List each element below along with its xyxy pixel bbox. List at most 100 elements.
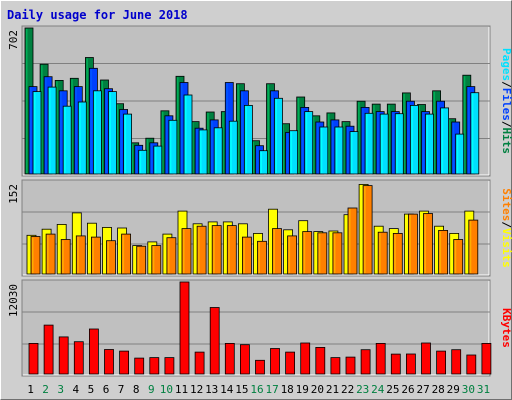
bar-kbytes-day-15 bbox=[239, 344, 250, 375]
bar-highlight bbox=[465, 212, 468, 273]
bar-highlight bbox=[409, 215, 411, 273]
bar-highlight bbox=[131, 143, 134, 173]
bar-highlight bbox=[335, 128, 338, 173]
bar-highlight bbox=[161, 111, 164, 173]
legend-separator: / bbox=[500, 221, 512, 228]
bar-highlight bbox=[243, 238, 245, 273]
legend-sites: Sites bbox=[500, 188, 512, 221]
bar-highlight bbox=[139, 151, 142, 173]
bar-highlight bbox=[26, 29, 28, 173]
bar-highlight bbox=[105, 89, 107, 173]
y-axis-max-label: 702 bbox=[7, 30, 20, 50]
bar-highlight bbox=[213, 226, 215, 273]
bar-pages-day-12 bbox=[198, 129, 208, 175]
x-tick-label-day-3: 3 bbox=[57, 383, 64, 396]
bar-highlight bbox=[452, 350, 455, 373]
bar-highlight bbox=[284, 230, 287, 273]
bar-kbytes-day-27 bbox=[421, 342, 431, 375]
bar-pages-day-14 bbox=[228, 120, 238, 175]
bar-highlight bbox=[124, 115, 127, 173]
bar-sites-day-6 bbox=[106, 240, 116, 275]
bar-highlight bbox=[241, 345, 243, 373]
bar-sites-day-5 bbox=[91, 236, 101, 275]
bar-highlight bbox=[107, 241, 109, 273]
legend-separator: / bbox=[500, 121, 512, 128]
bar-kbytes-day-8 bbox=[134, 357, 145, 375]
x-tick-label-day-24: 24 bbox=[371, 383, 385, 396]
bar-highlight bbox=[109, 92, 111, 173]
bar-sites-day-30 bbox=[468, 219, 479, 275]
bar-highlight bbox=[185, 96, 187, 173]
bar-highlight bbox=[303, 232, 306, 273]
bar-highlight bbox=[271, 349, 273, 373]
bar-highlight bbox=[345, 215, 347, 273]
bar-highlight bbox=[433, 91, 436, 173]
bar-kbytes-day-26 bbox=[405, 353, 416, 375]
bar-highlight bbox=[379, 233, 381, 273]
bar-highlight bbox=[56, 81, 58, 173]
bar-highlight bbox=[396, 114, 398, 173]
bar-highlight bbox=[207, 113, 209, 173]
bar-highlight bbox=[211, 120, 213, 173]
bar-pages-day-20 bbox=[319, 126, 329, 175]
bar-highlight bbox=[316, 123, 319, 173]
bar-highlight bbox=[329, 232, 332, 273]
bar-sites-day-18 bbox=[287, 235, 298, 275]
bar-highlight bbox=[377, 112, 379, 173]
bar-highlight bbox=[254, 234, 256, 273]
x-tick-label-day-12: 12 bbox=[190, 383, 203, 396]
bar-sites-day-3 bbox=[60, 239, 71, 275]
bar-highlight bbox=[120, 110, 123, 173]
bar-highlight bbox=[148, 242, 151, 273]
x-tick-label-day-5: 5 bbox=[88, 383, 95, 396]
bar-sites-day-27 bbox=[423, 213, 433, 275]
bar-pages-day-24 bbox=[379, 113, 389, 175]
bar-highlight bbox=[28, 236, 30, 273]
bar-highlight bbox=[347, 127, 349, 173]
bar-highlight bbox=[347, 358, 349, 373]
panel-kbytes: 12030 bbox=[7, 279, 492, 377]
bar-highlight bbox=[30, 344, 32, 373]
bar-kbytes-day-13 bbox=[209, 307, 220, 375]
bar-highlight bbox=[150, 358, 153, 373]
bar-highlight bbox=[273, 229, 275, 273]
bar-sites-day-4 bbox=[75, 235, 86, 275]
bar-sites-day-2 bbox=[45, 233, 56, 275]
bar-pages-day-1 bbox=[32, 91, 42, 175]
bar-pages-day-29 bbox=[455, 133, 465, 175]
bar-pages-day-17 bbox=[274, 97, 283, 175]
bar-highlight bbox=[318, 233, 321, 273]
bar-sites-day-29 bbox=[453, 239, 464, 275]
bar-highlight bbox=[305, 112, 308, 173]
bar-highlight bbox=[179, 212, 181, 273]
x-tick-label-day-8: 8 bbox=[133, 383, 140, 396]
bar-highlight bbox=[194, 224, 196, 273]
bar-highlight bbox=[86, 58, 88, 173]
bar-highlight bbox=[152, 246, 155, 273]
x-tick-label-day-2: 2 bbox=[42, 383, 49, 396]
bar-highlight bbox=[209, 222, 211, 273]
bar-highlight bbox=[90, 330, 92, 373]
bar-highlight bbox=[271, 91, 273, 173]
bar-pages-day-23 bbox=[364, 112, 374, 175]
bar-highlight bbox=[320, 128, 323, 173]
bar-highlight bbox=[200, 130, 202, 173]
bar-highlight bbox=[316, 348, 319, 373]
bar-pages-day-16 bbox=[259, 150, 268, 175]
bar-highlight bbox=[297, 98, 300, 173]
bar-highlight bbox=[79, 103, 81, 173]
bar-highlight bbox=[420, 212, 422, 273]
bar-pages-day-6 bbox=[108, 91, 117, 175]
bar-highlight bbox=[101, 81, 103, 173]
bar-kbytes-day-14 bbox=[224, 342, 235, 375]
bar-pages-day-21 bbox=[334, 126, 344, 175]
bar-highlight bbox=[60, 91, 62, 173]
x-tick-label-day-28: 28 bbox=[432, 383, 445, 396]
bar-highlight bbox=[116, 104, 119, 173]
bar-kbytes-day-17 bbox=[270, 348, 280, 375]
bar-sites-day-23 bbox=[362, 185, 373, 275]
bar-pages-day-28 bbox=[440, 107, 450, 175]
bar-highlight bbox=[192, 122, 194, 173]
bar-highlight bbox=[58, 225, 60, 273]
bar-pages-day-27 bbox=[425, 113, 434, 175]
